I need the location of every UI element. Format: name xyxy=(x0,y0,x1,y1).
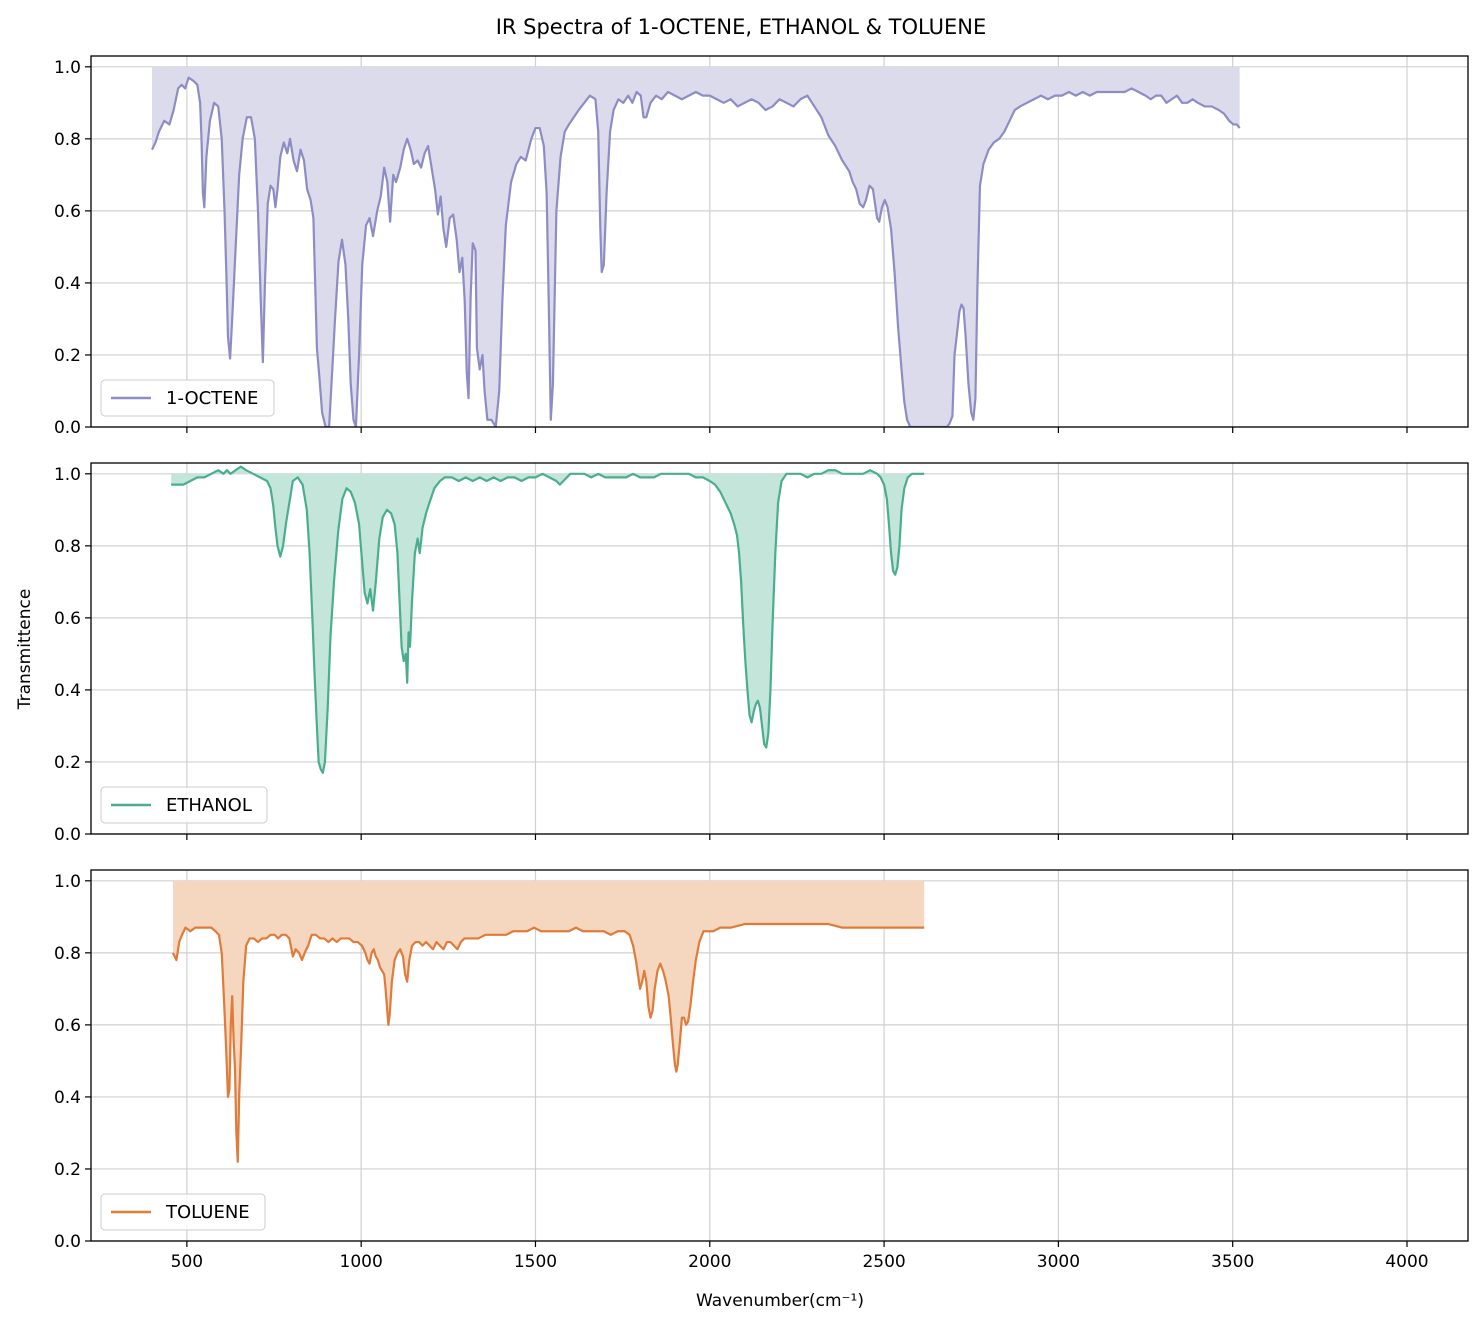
panel-frame xyxy=(90,55,1469,428)
legend-toluene: TOLUENE xyxy=(100,1193,266,1231)
legend-label: TOLUENE xyxy=(165,1202,250,1223)
y-tick-label: 1.0 xyxy=(54,465,81,485)
series-line-1-octene xyxy=(151,76,1241,427)
series-fill-1-octene xyxy=(152,66,1240,427)
x-tick-label: 3500 xyxy=(1211,1252,1254,1272)
x-tick-label: 4000 xyxy=(1385,1252,1428,1272)
y-tick-label: 1.0 xyxy=(54,58,81,78)
x-tick-label: 3000 xyxy=(1037,1252,1080,1272)
y-tick-label: 0.2 xyxy=(54,753,81,773)
panel-frame xyxy=(90,869,1469,1242)
y-tick-label: 0.4 xyxy=(54,274,81,294)
x-axis-label: Wavenumber(cm⁻¹) xyxy=(696,1291,864,1311)
y-tick-label: 0.0 xyxy=(54,825,81,845)
y-tick-label: 0.8 xyxy=(54,130,81,150)
grid-lines xyxy=(91,463,1468,835)
y-tick-label: 0.4 xyxy=(54,681,81,701)
series-line-toluene xyxy=(171,922,925,1163)
series-fill-ethanol xyxy=(171,466,925,773)
x-tick-label: 2000 xyxy=(688,1252,731,1272)
y-tick-label: 0.0 xyxy=(54,1232,81,1252)
y-tick-label: 0.6 xyxy=(54,202,81,222)
y-tick-label: 1.0 xyxy=(54,872,81,892)
y-tick-label: 0.6 xyxy=(54,609,81,629)
legend-ethanol: ETHANOL xyxy=(100,786,268,824)
x-tick-label: 1000 xyxy=(340,1252,383,1272)
series-line-ethanol xyxy=(171,465,925,774)
legend-box xyxy=(100,1193,266,1231)
legend-box xyxy=(100,786,268,824)
panel-3: 0.0 0.2 0.4 0.6 0.8 1.0 500 1000 1500 2000 2500 300… xyxy=(54,869,1469,1272)
x-tick-label: 500 xyxy=(171,1252,203,1272)
x-tick-label: 1500 xyxy=(514,1252,557,1272)
panel-2: 0.0 0.2 0.4 0.6 0.8 1.0 ETHANOL xyxy=(54,462,1469,845)
legend-1-octene: 1-OCTENE xyxy=(100,379,275,417)
series-fill-toluene xyxy=(172,880,925,1162)
y-axis-label: Transmittence xyxy=(15,589,35,711)
x-tick-label: 2500 xyxy=(862,1252,905,1272)
y-tick-label: 0.8 xyxy=(54,944,81,964)
y-tick-label: 0.2 xyxy=(54,1160,81,1180)
y-tick-label: 0.8 xyxy=(54,537,81,557)
chart-title: IR Spectra of 1-OCTENE, ETHANOL & TOLUEN… xyxy=(496,15,987,39)
legend-label: ETHANOL xyxy=(166,795,252,816)
legend-label: 1-OCTENE xyxy=(166,388,258,409)
legend-box xyxy=(100,379,275,417)
y-tick-label: 0.0 xyxy=(54,418,81,438)
panel-1: 0.0 0.2 0.4 0.6 0.8 1.0 1-OCTENE xyxy=(54,55,1469,438)
y-tick-label: 0.2 xyxy=(54,346,81,366)
panels: 0.00.20.40.60.81.01-OCTENE0.00.20.40.60.… xyxy=(54,55,1469,1272)
panel-frame xyxy=(90,462,1469,835)
y-tick-label: 0.6 xyxy=(54,1016,81,1036)
y-tick-label: 0.4 xyxy=(54,1088,81,1108)
